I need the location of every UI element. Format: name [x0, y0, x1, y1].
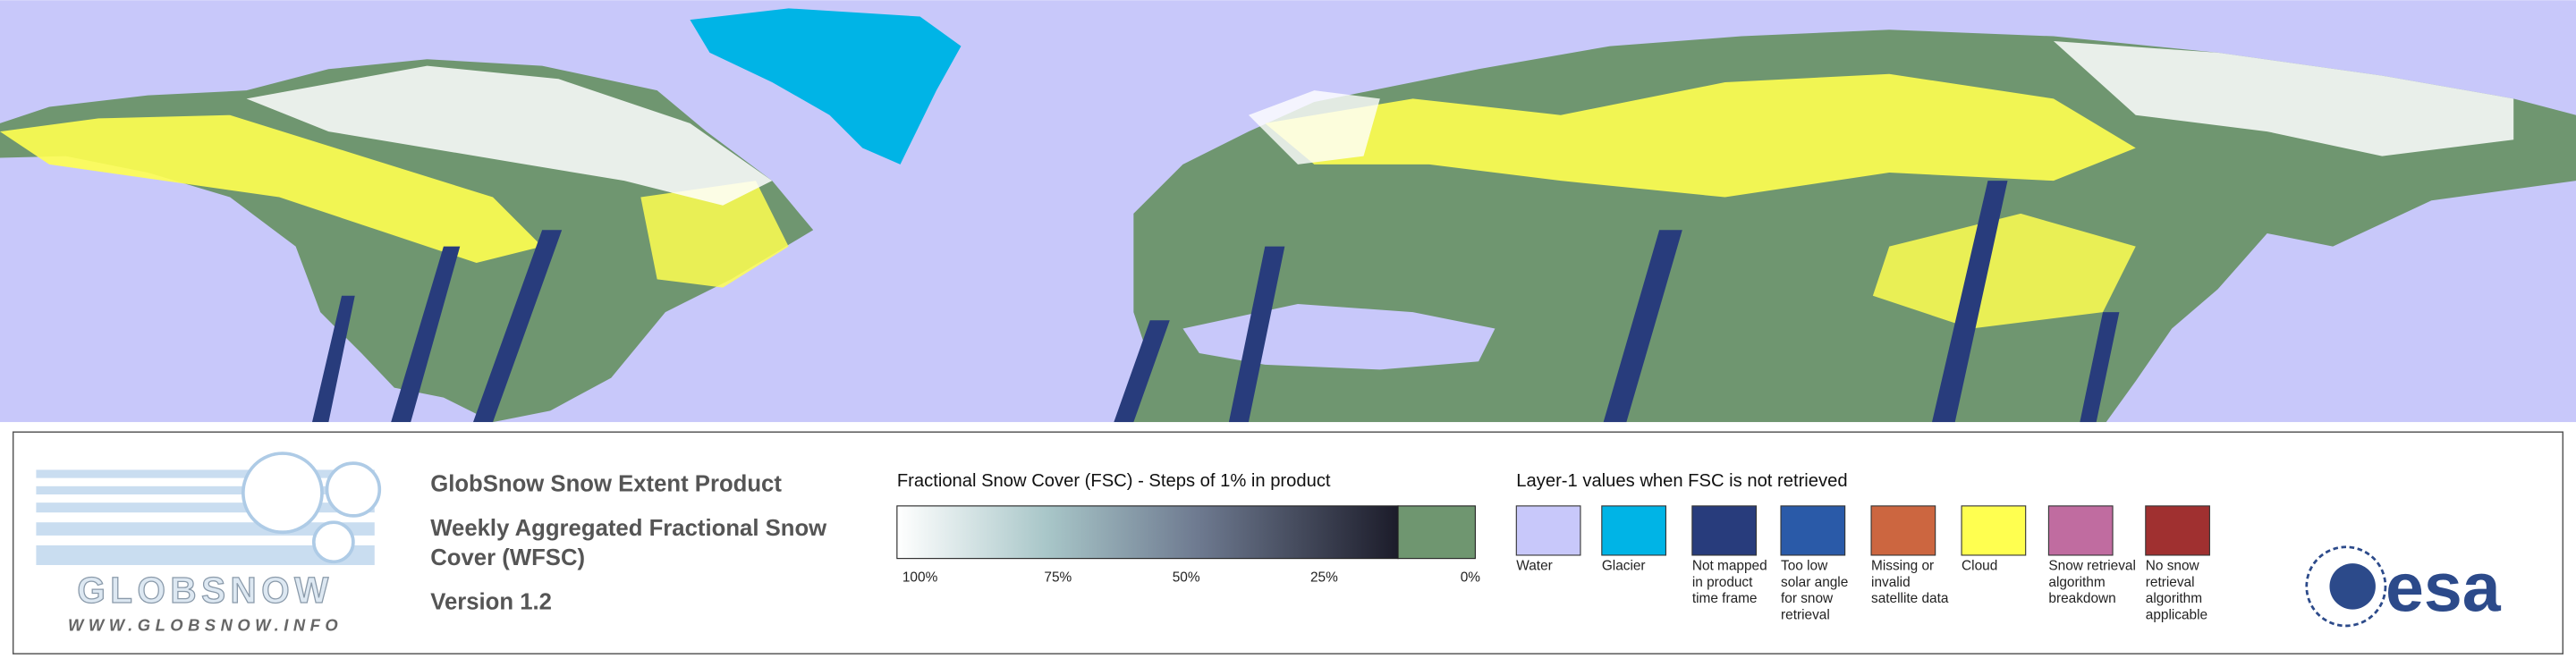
- snowflake: [311, 520, 355, 564]
- layer1-label-box: Cloud: [1962, 556, 1998, 574]
- layer1-legend-title: Layer-1 values when FSC is not retrieved: [1516, 471, 1847, 491]
- greenland: [690, 8, 962, 165]
- snow-siberia: [2053, 41, 2514, 156]
- layer1-label-box: Glacier: [1601, 556, 1646, 574]
- unmapped-stripe: [1932, 181, 2008, 423]
- fsc-ticks: 100% 75% 50% 25% 0%: [902, 570, 1480, 585]
- fsc-gradient: [896, 505, 1399, 560]
- layer1-label: Snow retrieval algorithm breakdown: [2048, 556, 2136, 606]
- unmapped-stripe: [391, 246, 461, 423]
- fsc-tick-label: 50%: [1173, 570, 1200, 585]
- esa-logo: esa: [2305, 545, 2502, 628]
- map: [0, 0, 2576, 423]
- snow-scandinavia: [1248, 90, 1380, 165]
- fsc-tick-label: 100%: [902, 570, 938, 585]
- logo-brand: GLOBSNOW: [77, 570, 333, 611]
- layer1-label: Cloud: [1962, 556, 1998, 574]
- cloud-na2: [640, 181, 789, 288]
- layer1-label: No snow retrieval algorithm applicable: [2145, 556, 2208, 623]
- layer1-label: Missing or invalid satellite data: [1871, 556, 1949, 606]
- layer1-label-box: Snow retrieval algorithm breakdown: [2048, 556, 2136, 606]
- logo-stripe: [36, 545, 375, 565]
- layer1-label: Water: [1516, 556, 1553, 574]
- fsc-tick-label: 25%: [1310, 570, 1338, 585]
- unmapped-stripe: [311, 295, 355, 423]
- fsc-legend-title: Fractional Snow Cover (FSC) - Steps of 1…: [897, 471, 1331, 491]
- layer1-label: Glacier: [1601, 556, 1646, 574]
- snow-na: [246, 65, 773, 206]
- unmapped-stripe: [2080, 312, 2120, 423]
- layer1-swatch: [1515, 505, 1581, 556]
- unmapped-stripe: [1228, 246, 1285, 423]
- layer1-swatch: [1691, 505, 1758, 556]
- unmapped-stripe: [1114, 320, 1170, 423]
- layer1-swatch: [1961, 505, 2027, 556]
- fsc-tick-label: 75%: [1044, 570, 1072, 585]
- unmapped-stripe: [1603, 230, 1682, 423]
- layer1-label-box: Too low solar angle for snow retrieval: [1781, 556, 1849, 623]
- layer1-label-box: No snow retrieval algorithm applicable: [2145, 556, 2208, 623]
- unmapped-stripe: [472, 230, 563, 423]
- esa-emblem-core: [2329, 563, 2376, 610]
- layer1-swatch: [2145, 505, 2210, 556]
- globsnow-logo: GLOBSNOW WWW.GLOBSNOW.INFO: [36, 452, 382, 634]
- layer1-label: Too low solar angle for snow retrieval: [1781, 556, 1849, 623]
- snowflake: [325, 461, 382, 518]
- fsc-tick-label: 0%: [1461, 570, 1481, 585]
- layer1-swatch: [2047, 505, 2114, 556]
- layer1-items: Water Glacier Not mapped in product time f…: [1515, 505, 2210, 623]
- product-title: GlobSnow Snow Extent Product: [430, 471, 782, 496]
- logo-url: WWW.GLOBSNOW.INFO: [68, 615, 343, 634]
- layer1-swatch: [1601, 505, 1666, 556]
- layer1-swatch: [1780, 505, 1846, 556]
- cloud-asia: [1872, 213, 2136, 329]
- layer1-label-box: Missing or invalid satellite data: [1871, 556, 1949, 606]
- cloud-eu: [1265, 73, 2136, 198]
- product-subtitle: Weekly Aggregated Fractional Snow Cover …: [430, 514, 827, 570]
- esa-wordmark: esa: [2385, 549, 2502, 626]
- product-version: Version 1.2: [430, 590, 552, 615]
- cloud-na: [0, 114, 543, 264]
- snowflake: [242, 452, 324, 535]
- logo-stripe: [36, 502, 375, 513]
- layer1-label: Not mapped in product time frame: [1691, 556, 1767, 606]
- layer1-label-box: Not mapped in product time frame: [1691, 556, 1767, 606]
- layer1-swatch: [1870, 505, 1936, 556]
- layer1-label-box: Water: [1516, 556, 1553, 574]
- logo-stripe: [36, 469, 375, 478]
- product-subtitle-box: Weekly Aggregated Fractional Snow Cover …: [430, 514, 827, 570]
- logo-stripe: [36, 485, 375, 494]
- fsc-zero-swatch: [1397, 505, 1476, 560]
